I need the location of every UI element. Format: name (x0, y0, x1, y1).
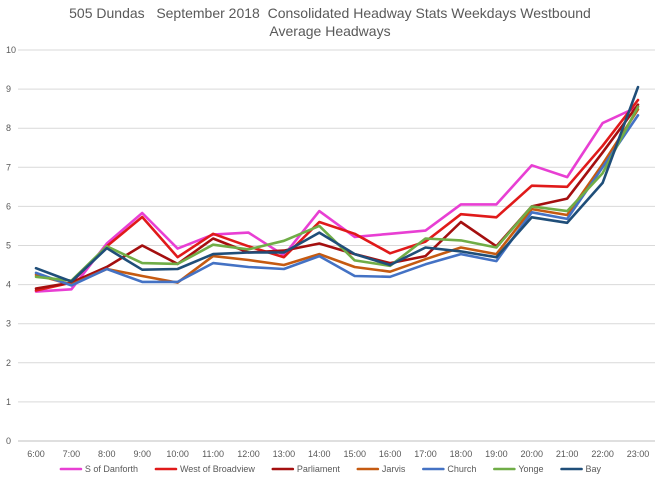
y-tick-label: 6 (6, 201, 11, 211)
x-tick-label: 15:00 (343, 449, 366, 459)
x-tick-label: 16:00 (379, 449, 402, 459)
x-tick-label: 21:00 (556, 449, 579, 459)
x-tick-label: 6:00 (27, 449, 45, 459)
y-tick-label: 9 (6, 84, 11, 94)
chart-title: 505 Dundas September 2018 Consolidated H… (69, 5, 591, 21)
x-tick-label: 10:00 (166, 449, 189, 459)
y-tick-label: 7 (6, 162, 11, 172)
series-line-bay (34, 85, 640, 283)
chart-subtitle: Average Headways (269, 23, 391, 39)
x-tick-label: 14:00 (308, 449, 331, 459)
x-tick-label: 9:00 (133, 449, 151, 459)
x-tick-label: 19:00 (485, 449, 508, 459)
legend-label: S of Danforth (85, 464, 138, 474)
x-tick-label: 23:00 (627, 449, 650, 459)
y-tick-label: 0 (6, 436, 11, 446)
x-tick-label: 22:00 (591, 449, 614, 459)
series-line-west-of-broadview (34, 98, 640, 292)
x-tick-label: 11:00 (202, 449, 224, 459)
legend-label: Jarvis (382, 464, 406, 474)
series-line-jarvis (34, 108, 640, 286)
x-tick-label: 12:00 (237, 449, 260, 459)
y-tick-label: 4 (6, 280, 11, 290)
series-line-yonge (34, 105, 640, 283)
x-tick-label: 20:00 (520, 449, 543, 459)
x-tick-label: 17:00 (414, 449, 437, 459)
y-tick-label: 3 (6, 319, 11, 329)
y-tick-label: 5 (6, 241, 11, 251)
x-tick-label: 13:00 (273, 449, 296, 459)
series-line-s-of-danforth (34, 105, 640, 293)
legend-label: Yonge (518, 464, 543, 474)
legend-label: Church (447, 464, 476, 474)
x-tick-label: 8:00 (98, 449, 116, 459)
series-line-parliament (34, 103, 640, 290)
y-tick-label: 1 (6, 397, 11, 407)
x-tick-label: 18:00 (450, 449, 473, 459)
legend-label: Bay (586, 464, 602, 474)
x-tick-label: 7:00 (63, 449, 81, 459)
series-line-church (34, 114, 640, 287)
y-tick-label: 10 (6, 45, 16, 55)
y-tick-label: 8 (6, 123, 11, 133)
legend-label: Parliament (297, 464, 341, 474)
y-tick-label: 2 (6, 358, 11, 368)
legend-label: West of Broadview (180, 464, 255, 474)
